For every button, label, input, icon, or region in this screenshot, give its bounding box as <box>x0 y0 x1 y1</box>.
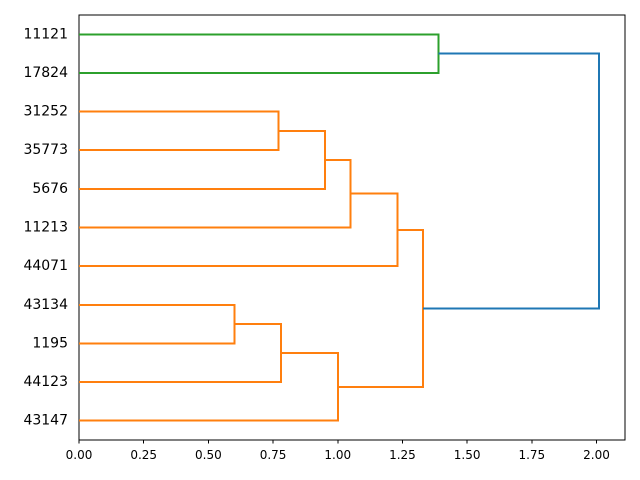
x-tick-label: 0.25 <box>130 448 157 462</box>
leaf-label: 5676 <box>32 181 68 197</box>
x-tick-label: 2.00 <box>583 448 610 462</box>
x-tick-label: 0.00 <box>66 448 93 462</box>
leaf-label: 11121 <box>23 26 68 42</box>
dendrogram-link-n10 <box>423 52 601 310</box>
dendrogram-link-n5 <box>79 303 236 345</box>
x-tick-label: 0.75 <box>260 448 287 462</box>
dendrogram-link-n7 <box>79 352 339 422</box>
leaf-label: 11213 <box>23 220 68 236</box>
x-tick-label: 0.50 <box>195 448 222 462</box>
leaf-label: 43134 <box>23 297 68 313</box>
leaf-label: 31252 <box>23 104 68 120</box>
leaf-label: 1195 <box>32 335 68 351</box>
leaf-label: 43147 <box>23 413 68 429</box>
dendrogram-link-n1 <box>79 110 280 152</box>
dendrogram-link-n6 <box>79 323 282 384</box>
x-tick-label: 1.75 <box>518 448 545 462</box>
leaf-label: 35773 <box>23 142 68 158</box>
x-tick-label: 1.50 <box>454 448 481 462</box>
dendrogram-link-n9 <box>79 33 440 74</box>
dendrogram-link-n8 <box>337 228 425 388</box>
x-tick-label: 1.25 <box>389 448 416 462</box>
dendrogram-link-n2 <box>79 129 326 190</box>
leaf-label: 44071 <box>23 258 68 274</box>
dendrogram-link-n3 <box>79 158 352 229</box>
x-tick-label: 1.00 <box>324 448 351 462</box>
dendrogram-link-n4 <box>79 192 399 268</box>
leaf-label: 44123 <box>23 374 68 390</box>
leaf-label: 17824 <box>23 65 68 81</box>
